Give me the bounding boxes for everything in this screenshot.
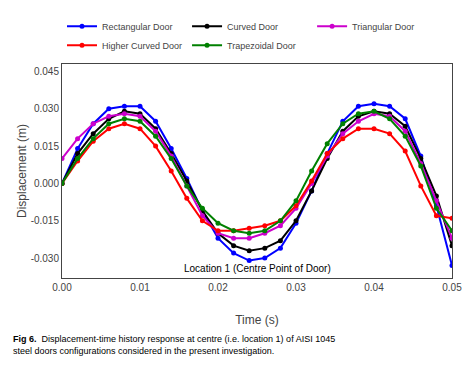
svg-text:Curved Door: Curved Door [227, 22, 278, 32]
svg-text:0.05: 0.05 [442, 282, 462, 293]
svg-text:Location 1 (Centre Point of Do: Location 1 (Centre Point of Door) [184, 263, 331, 274]
svg-text:0.00: 0.00 [52, 282, 72, 293]
svg-text:Fig 6. Displacement-time hist: Fig 6. Displacement-time history respons… [13, 334, 335, 356]
svg-text:Higher Curved Door: Higher Curved Door [102, 41, 182, 51]
svg-text:Triangular Door: Triangular Door [352, 22, 414, 32]
svg-text:0.000: 0.000 [34, 178, 59, 189]
svg-text:0.045: 0.045 [34, 66, 59, 77]
svg-text:0.015: 0.015 [34, 141, 59, 152]
svg-text:Time (s): Time (s) [235, 313, 279, 327]
svg-text:0.03: 0.03 [286, 282, 306, 293]
svg-text:-0.015: -0.015 [31, 215, 60, 226]
svg-text:0.01: 0.01 [130, 282, 150, 293]
svg-text:Trapezoidal Door: Trapezoidal Door [227, 41, 296, 51]
svg-text:Rectangular Door: Rectangular Door [102, 22, 173, 32]
svg-text:Displacement (m): Displacement (m) [15, 124, 29, 218]
svg-text:0.04: 0.04 [364, 282, 384, 293]
svg-text:-0.030: -0.030 [31, 253, 60, 264]
svg-text:0.030: 0.030 [34, 103, 59, 114]
svg-text:0.02: 0.02 [208, 282, 228, 293]
